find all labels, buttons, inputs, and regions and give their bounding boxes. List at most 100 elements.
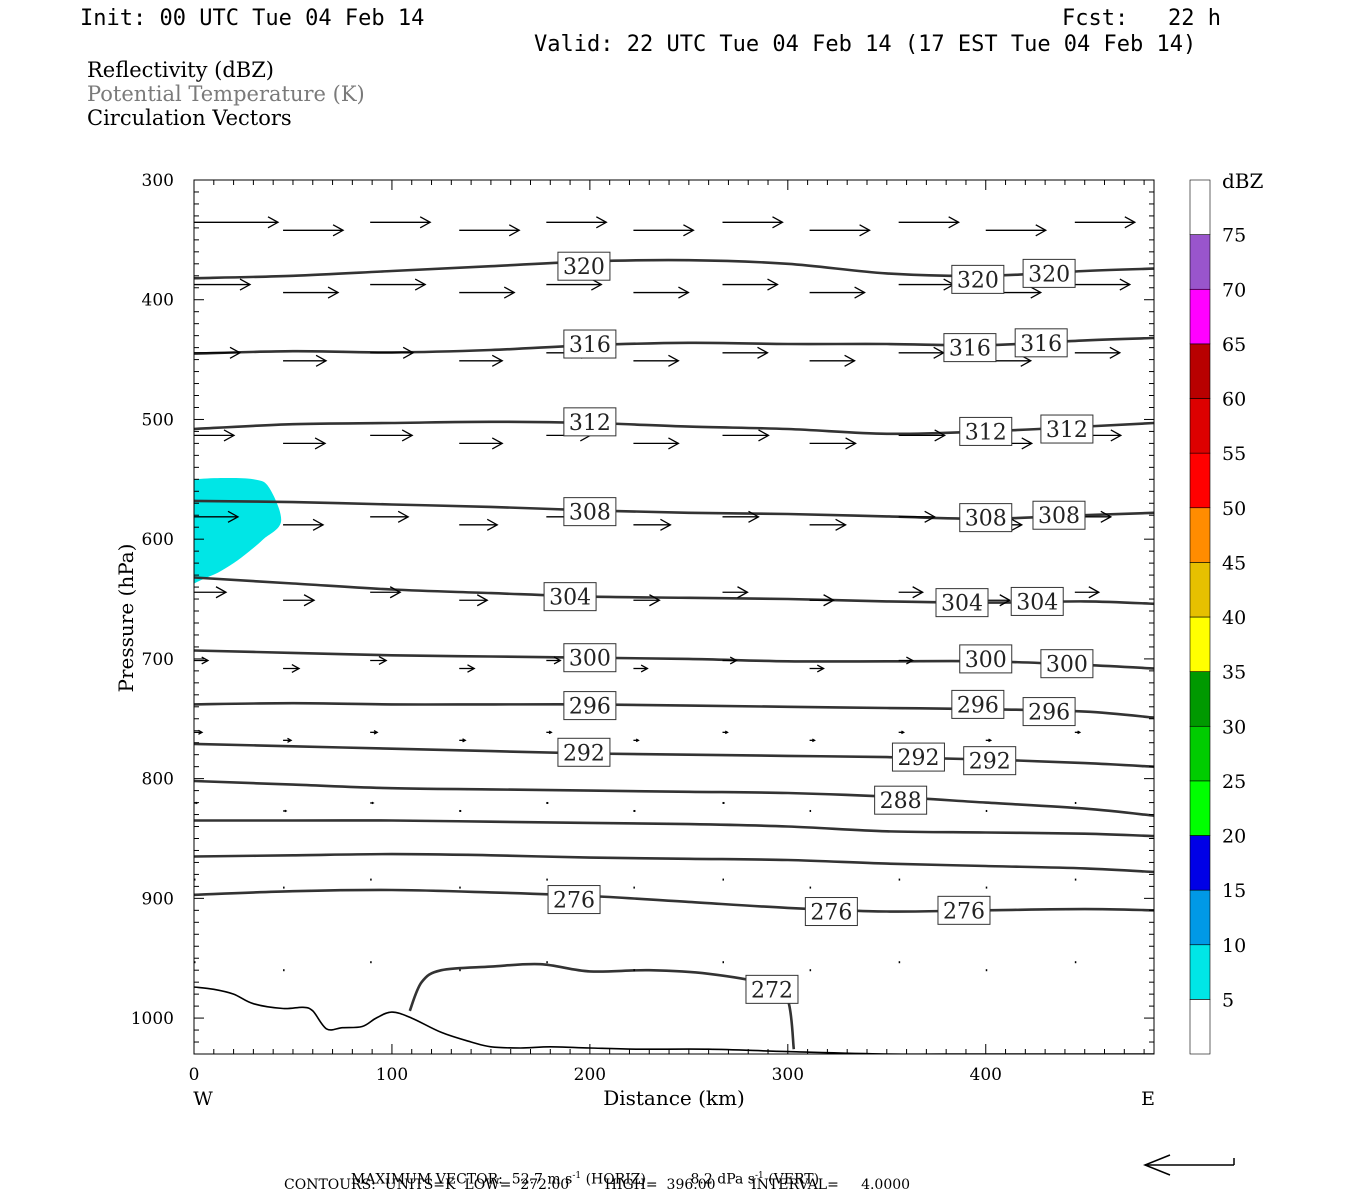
contour-label-box-276-1 [804, 897, 858, 927]
colorbar-label-55: 55 [1222, 443, 1246, 465]
vert-unit-exponent: -1 [754, 1171, 764, 1181]
vector-7-7 [809, 738, 816, 743]
vector-6-0-head [201, 656, 210, 665]
vector-2-10 [1074, 346, 1122, 359]
contour-316 [194, 336, 1154, 355]
colorbar-segment-3 [1189, 835, 1211, 891]
vector-4-9-head [1011, 518, 1024, 531]
contour-label-296-2: 296 [1028, 701, 1070, 726]
vector-2-10-head [1109, 346, 1122, 359]
vector-4-6-head [748, 510, 760, 523]
vector-0-2 [370, 216, 432, 229]
vector-3-5 [633, 437, 680, 450]
contour-272 [408, 962, 796, 1050]
colorbar-label-50: 50 [1222, 498, 1246, 520]
vector-5-0-head [215, 586, 228, 599]
vector-0-7-head [859, 224, 871, 237]
vector-3-8 [898, 429, 947, 442]
vector-2-6 [722, 346, 769, 359]
vector-4-3-head [486, 518, 499, 531]
vector-6-8-head [906, 656, 915, 665]
contour-label-box-296-0 [563, 691, 617, 721]
vector-7-3 [459, 738, 467, 743]
vector-6-6-head [729, 656, 738, 665]
vector-6-5 [633, 664, 649, 673]
vector-6-2 [370, 655, 388, 666]
vector-0-1 [283, 224, 345, 237]
contour-label-box-304-0 [543, 582, 597, 612]
vector-8-2-head [371, 801, 375, 805]
colorbar-segment-6 [1189, 671, 1211, 727]
vector-4-1 [283, 518, 325, 531]
vector-layer [194, 216, 1137, 972]
max-horiz-value: 52.7 m s [511, 1171, 573, 1188]
colorbar-label-15: 15 [1222, 880, 1246, 902]
contour-304 [194, 576, 1154, 606]
colorbar-segment-7 [1189, 616, 1211, 672]
y-axis-label: Pressure (hPa) [114, 544, 138, 693]
colorbar-segment-4 [1189, 780, 1211, 836]
vector-7-4 [546, 730, 553, 735]
contour-label-312-0: 312 [569, 411, 611, 436]
vector-6-3-head [467, 664, 476, 673]
colorbar-segment-1 [1189, 944, 1211, 1000]
vector-2-1-head [315, 354, 328, 367]
contour-label-316-2: 316 [1020, 332, 1062, 357]
vector-8-2 [370, 801, 375, 805]
vert-tag: (VERT) [768, 1171, 820, 1188]
vector-2-1 [283, 354, 328, 367]
colorbar-unit: dBZ [1222, 169, 1264, 193]
contour-label-box-316-2 [1014, 328, 1068, 358]
contour-label-272-0: 272 [751, 978, 793, 1003]
vector-6-0 [194, 656, 210, 665]
contour-label-304-1: 304 [941, 592, 983, 617]
vector-5-3 [459, 594, 489, 607]
contour-label-box-288-0 [874, 785, 928, 815]
field-circulation-vectors: Circulation Vectors [87, 106, 292, 130]
vector-3-10-head [1110, 429, 1123, 442]
vector-1-0-head [239, 278, 252, 291]
vector-5-0 [194, 586, 228, 599]
vector-0-1-head [332, 224, 345, 237]
vector-6-8 [898, 656, 915, 665]
vector-5-8 [898, 586, 925, 599]
colorbar-label-30: 30 [1222, 716, 1246, 738]
vector-7-0 [194, 729, 204, 735]
vector-6-6 [722, 656, 738, 665]
contour-labels: 320 320 320 316 316 316 312 312 312 308 308 308 304 3… [543, 251, 1094, 1004]
vector-4-5 [633, 518, 672, 531]
max-vector-line: MAXIMUM VECTOR: 52.7 m s-1 (HORIZ) 8.2 d… [342, 1158, 819, 1187]
vector-5-9-head [999, 594, 1012, 607]
contour-label-296-1: 296 [957, 693, 999, 718]
contours-info: CONTOURS: UNITS=K LOW= 272.00 HIGH= 396.… [284, 1177, 911, 1193]
vector-1-6 [722, 278, 779, 291]
colorbar-label-5: 5 [1222, 989, 1234, 1011]
vector-7-2-head [373, 730, 379, 735]
vector-5-6 [722, 586, 749, 599]
vector-6-2-head [378, 655, 388, 666]
vector-7-6-head [724, 730, 729, 735]
vector-5-3-head [476, 594, 489, 607]
colorbar-segment-2 [1189, 889, 1211, 946]
contour-label-box-312-2 [1040, 414, 1094, 444]
vector-6-4 [546, 656, 562, 665]
vector-0-3-head [508, 224, 521, 237]
contour-label-box-312-0 [563, 407, 617, 437]
vector-2-7-head [844, 354, 856, 367]
vector-3-0-head [223, 429, 236, 442]
vector-7-1-head [287, 737, 293, 743]
vector-4-2 [370, 510, 410, 523]
colorbar-label-70: 70 [1222, 279, 1246, 301]
vector-3-9-head [1021, 437, 1034, 450]
vector-4-10-head [1100, 510, 1113, 523]
colorbar-segment-10 [1189, 452, 1211, 509]
vector-4-0 [194, 510, 240, 523]
vector-0-0-head [267, 216, 280, 229]
vector-7-0-head [198, 729, 204, 735]
vector-2-2 [370, 346, 415, 359]
vector-5-5 [633, 594, 661, 607]
vector-7-7-head [812, 738, 816, 743]
contour-label-box-300-1 [959, 644, 1013, 674]
vector-1-8 [898, 278, 956, 291]
vector-7-5 [633, 738, 640, 743]
